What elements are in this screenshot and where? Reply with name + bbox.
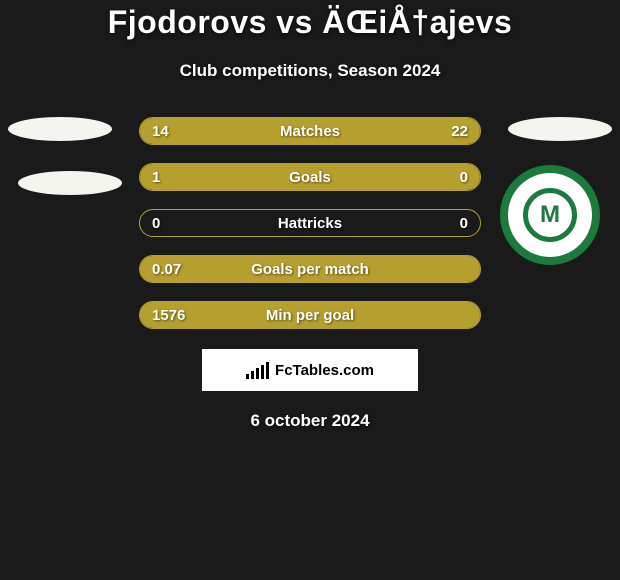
stat-value-right: 0 [460,164,468,190]
player-left-badge-2 [18,171,122,195]
footer-date: 6 october 2024 [0,411,620,431]
stat-value-left: 14 [152,118,169,144]
stat-fill-left [140,164,402,190]
player-left-badge-1 [8,117,112,141]
stat-bar-hattricks: 0 Hattricks 0 [139,209,481,237]
brand-text: FcTables.com [275,362,374,379]
comparison-page: Fjodorovs vs ÄŒiÅ†ajevs Club competition… [0,0,620,431]
stat-value-right: 22 [451,118,468,144]
player-right-badge-1 [508,117,612,141]
stat-value-left: 0 [152,210,160,236]
stat-value-right: 0 [460,210,468,236]
stat-bar-gpm: 0.07 Goals per match [139,255,481,283]
club-crest-letter: M [523,188,577,242]
content-area: M 14 Matches 22 1 Goals 0 0 Hattr [0,117,620,431]
stat-bar-matches: 14 Matches 22 [139,117,481,145]
stat-value-left: 1 [152,164,160,190]
page-subtitle: Club competitions, Season 2024 [0,61,620,81]
stat-fill-full [140,256,480,282]
stat-bars: 14 Matches 22 1 Goals 0 0 Hattricks 0 [139,117,481,329]
club-crest: M [500,165,600,265]
stat-value-left: 1576 [152,302,185,328]
page-title: Fjodorovs vs ÄŒiÅ†ajevs [0,4,620,41]
brand-bars-icon [246,361,269,379]
stat-bar-goals: 1 Goals 0 [139,163,481,191]
stat-value-left: 0.07 [152,256,181,282]
stat-bar-mpg: 1576 Min per goal [139,301,481,329]
brand-box[interactable]: FcTables.com [202,349,418,391]
stat-fill-right [402,164,480,190]
stat-label: Hattricks [140,210,480,236]
stat-fill-full [140,302,480,328]
stat-fill-right [272,118,480,144]
